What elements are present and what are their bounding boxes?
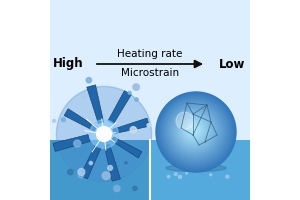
Polygon shape [64,109,97,131]
Circle shape [78,172,84,178]
Circle shape [186,173,187,174]
Circle shape [185,121,203,138]
Polygon shape [113,118,149,134]
Ellipse shape [166,164,226,172]
Circle shape [210,174,212,176]
Circle shape [175,173,177,176]
Circle shape [108,165,112,170]
Circle shape [157,93,235,171]
Circle shape [147,124,150,127]
Circle shape [102,172,110,180]
Circle shape [189,125,197,133]
Circle shape [167,175,170,178]
Circle shape [169,105,220,157]
Circle shape [191,128,195,131]
Polygon shape [53,135,90,151]
Circle shape [168,104,222,158]
Circle shape [172,108,218,154]
Circle shape [179,115,209,145]
Circle shape [167,102,224,160]
Circle shape [177,113,212,148]
Circle shape [133,84,140,90]
Circle shape [53,119,56,122]
Circle shape [56,86,152,182]
Circle shape [183,119,204,140]
Circle shape [61,118,65,122]
Circle shape [158,93,234,170]
Circle shape [181,117,207,143]
Circle shape [74,140,81,147]
Circle shape [114,185,120,192]
Circle shape [90,120,118,148]
Text: Heating rate: Heating rate [117,49,183,59]
Bar [50,0,250,140]
Circle shape [133,186,137,190]
Circle shape [192,128,194,130]
Circle shape [164,100,226,163]
Circle shape [184,120,203,139]
Circle shape [180,116,208,144]
Circle shape [178,114,210,146]
Circle shape [125,162,127,164]
Circle shape [156,92,236,172]
Circle shape [190,126,196,132]
Text: Low: Low [219,58,245,71]
Circle shape [158,94,233,169]
Circle shape [176,112,213,149]
Circle shape [186,122,201,137]
Circle shape [42,106,48,113]
Circle shape [191,127,196,132]
Polygon shape [111,137,142,158]
Circle shape [89,161,92,165]
Circle shape [182,118,206,142]
Circle shape [161,97,230,166]
Circle shape [135,98,138,101]
Circle shape [162,98,229,165]
Polygon shape [108,91,131,124]
Circle shape [169,105,221,157]
Circle shape [164,99,227,163]
Circle shape [68,169,73,175]
Circle shape [176,112,194,130]
Bar [150,140,250,200]
Circle shape [186,122,202,138]
Circle shape [174,110,215,151]
Circle shape [180,116,208,144]
Circle shape [128,91,131,94]
Circle shape [130,127,136,133]
Circle shape [82,94,87,99]
Circle shape [165,101,226,162]
Polygon shape [104,145,120,181]
Circle shape [97,127,112,141]
Circle shape [163,99,228,164]
Circle shape [183,119,205,141]
Circle shape [187,123,200,136]
Circle shape [178,175,182,178]
Circle shape [175,110,214,150]
Circle shape [170,106,220,156]
Circle shape [159,95,232,169]
Circle shape [178,113,211,147]
Circle shape [78,168,85,175]
Polygon shape [87,85,103,123]
Text: High: High [53,58,83,71]
Circle shape [160,96,232,168]
Circle shape [86,78,92,83]
Bar [50,140,150,200]
Circle shape [167,103,223,159]
Circle shape [160,96,231,167]
Circle shape [175,111,214,150]
Polygon shape [80,145,101,179]
Circle shape [226,175,229,178]
Circle shape [166,102,225,161]
Circle shape [189,125,198,134]
Circle shape [171,107,219,155]
Text: Microstrain: Microstrain [121,68,179,78]
Circle shape [173,109,216,152]
Circle shape [172,108,217,153]
Circle shape [188,124,199,135]
